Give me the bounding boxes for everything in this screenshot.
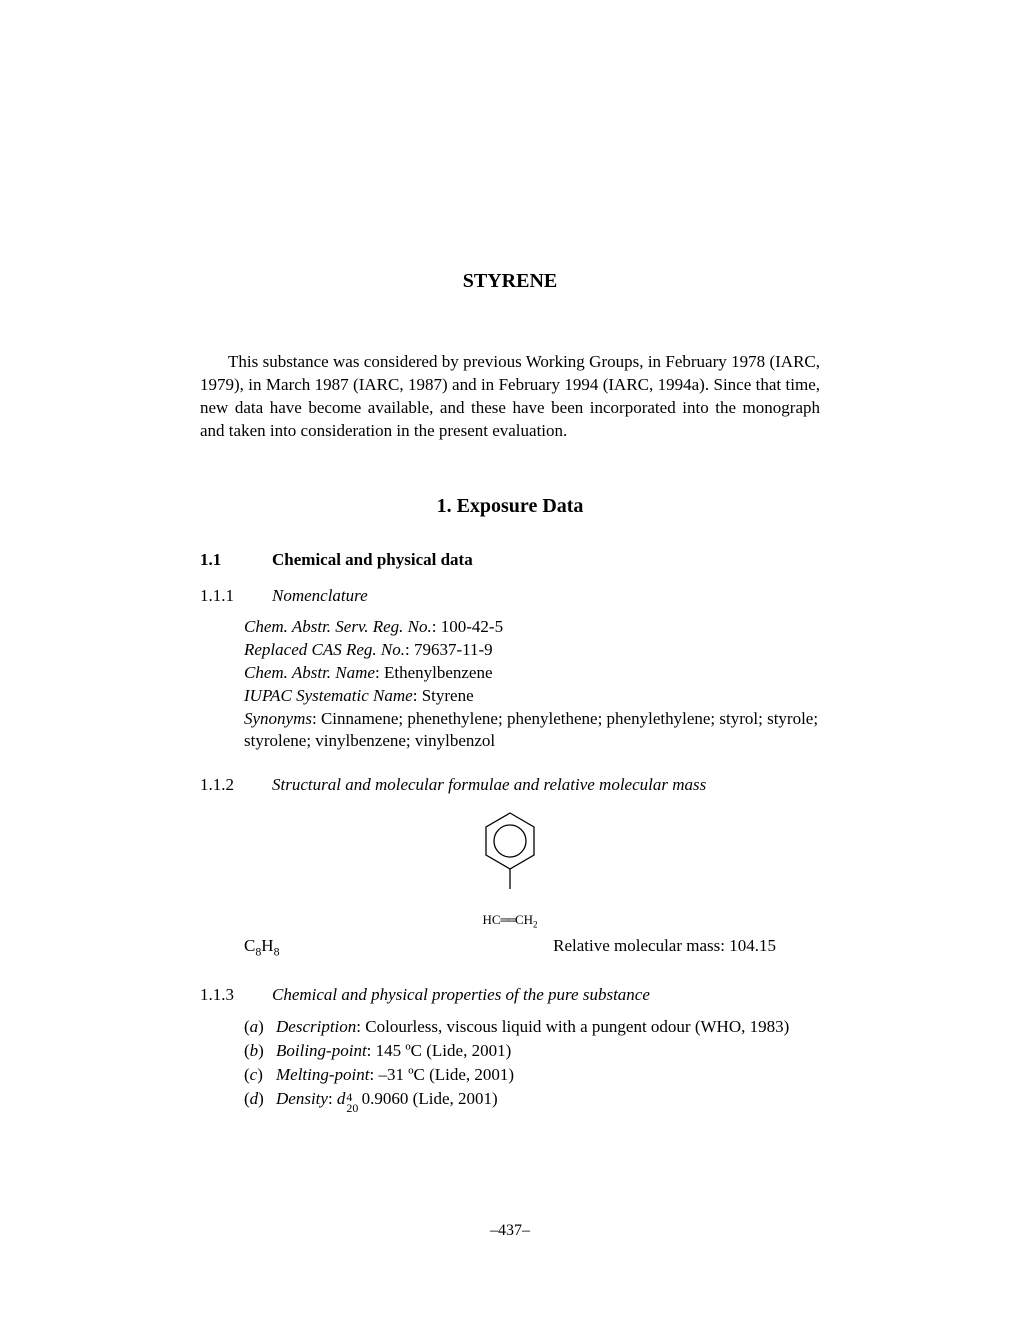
- subsubsection-1-1-3: 1.1.3Chemical and physical properties of…: [200, 985, 820, 1005]
- nomenclature-block: Chem. Abstr. Serv. Reg. No.: 100-42-5 Re…: [200, 616, 820, 754]
- subsubsection-title: Structural and molecular formulae and re…: [272, 775, 706, 794]
- formula-h: H: [261, 936, 273, 955]
- page-number: –437–: [0, 1222, 1020, 1240]
- formula-row: C8H8 Relative molecular mass: 104.15: [200, 936, 820, 959]
- properties-list: (a) Description: Colourless, viscous liq…: [200, 1015, 820, 1110]
- replaced-cas-label: Replaced CAS Reg. No.: [244, 640, 405, 659]
- prop-label: Density: [276, 1089, 328, 1108]
- subsubsection-title: Nomenclature: [272, 586, 368, 605]
- section-heading: 1. Exposure Data: [200, 495, 820, 518]
- prop-letter: (d): [244, 1087, 276, 1111]
- replaced-cas-value: : 79637-11-9: [405, 640, 493, 659]
- formula-c: C: [244, 936, 255, 955]
- prop-value: : 145 ºC (Lide, 2001): [367, 1041, 512, 1060]
- hc-sub: 2: [533, 920, 538, 930]
- prop-label: Boiling-point: [276, 1041, 367, 1060]
- chem-name-label: Chem. Abstr. Name: [244, 663, 375, 682]
- synonyms-value: : Cinnamene; phenethylene; phenylethene;…: [244, 709, 818, 751]
- cas-label: Chem. Abstr. Serv. Reg. No.: [244, 617, 432, 636]
- chem-name-value: : Ethenylbenzene: [375, 663, 493, 682]
- density-value: 0.9060 (Lide, 2001): [357, 1089, 497, 1108]
- benzene-ring-icon: [465, 807, 555, 907]
- subsubsection-number: 1.1.1: [200, 586, 272, 606]
- prop-c: (c) Melting-point: –31 ºC (Lide, 2001): [244, 1063, 820, 1087]
- molecular-formula: C8H8: [244, 936, 280, 959]
- page-title: STYRENE: [200, 270, 820, 293]
- intro-paragraph: This substance was considered by previou…: [200, 351, 820, 443]
- subsection-title: Chemical and physical data: [272, 550, 473, 569]
- formula-h-sub: 8: [274, 944, 280, 958]
- iupac-label: IUPAC Systematic Name: [244, 686, 413, 705]
- density-sub: 4: [346, 1089, 352, 1106]
- prop-label: Description: [276, 1017, 356, 1036]
- vinyl-group-label: HC══CH2: [200, 912, 820, 930]
- cas-value: : 100-42-5: [432, 617, 503, 636]
- subsection-number: 1.1: [200, 550, 272, 570]
- structure-diagram: HC══CH2: [200, 807, 820, 930]
- iupac-value: : Styrene: [413, 686, 474, 705]
- prop-letter: (c): [244, 1063, 276, 1087]
- subsection-1-1: 1.1Chemical and physical data: [200, 550, 820, 570]
- synonyms-label: Synonyms: [244, 709, 312, 728]
- hc-right: CH: [515, 912, 533, 927]
- prop-letter: (b): [244, 1039, 276, 1063]
- subsubsection-title: Chemical and physical properties of the …: [272, 985, 650, 1004]
- hc-left: HC: [482, 912, 500, 927]
- subsubsection-number: 1.1.2: [200, 775, 272, 795]
- prop-b: (b) Boiling-point: 145 ºC (Lide, 2001): [244, 1039, 820, 1063]
- subsubsection-number: 1.1.3: [200, 985, 272, 1005]
- density-d: d: [337, 1089, 346, 1108]
- prop-letter: (a): [244, 1015, 276, 1039]
- prop-label: Melting-point: [276, 1065, 369, 1084]
- subsubsection-1-1-1: 1.1.1Nomenclature: [200, 586, 820, 606]
- prop-value: : –31 ºC (Lide, 2001): [369, 1065, 514, 1084]
- prop-value: : Colourless, viscous liquid with a pung…: [356, 1017, 789, 1036]
- prop-a: (a) Description: Colourless, viscous liq…: [244, 1015, 820, 1039]
- prop-d: (d) Density: d204 0.9060 (Lide, 2001): [244, 1087, 820, 1111]
- subsubsection-1-1-2: 1.1.2Structural and molecular formulae a…: [200, 775, 820, 795]
- molecular-mass: Relative molecular mass: 104.15: [553, 936, 776, 959]
